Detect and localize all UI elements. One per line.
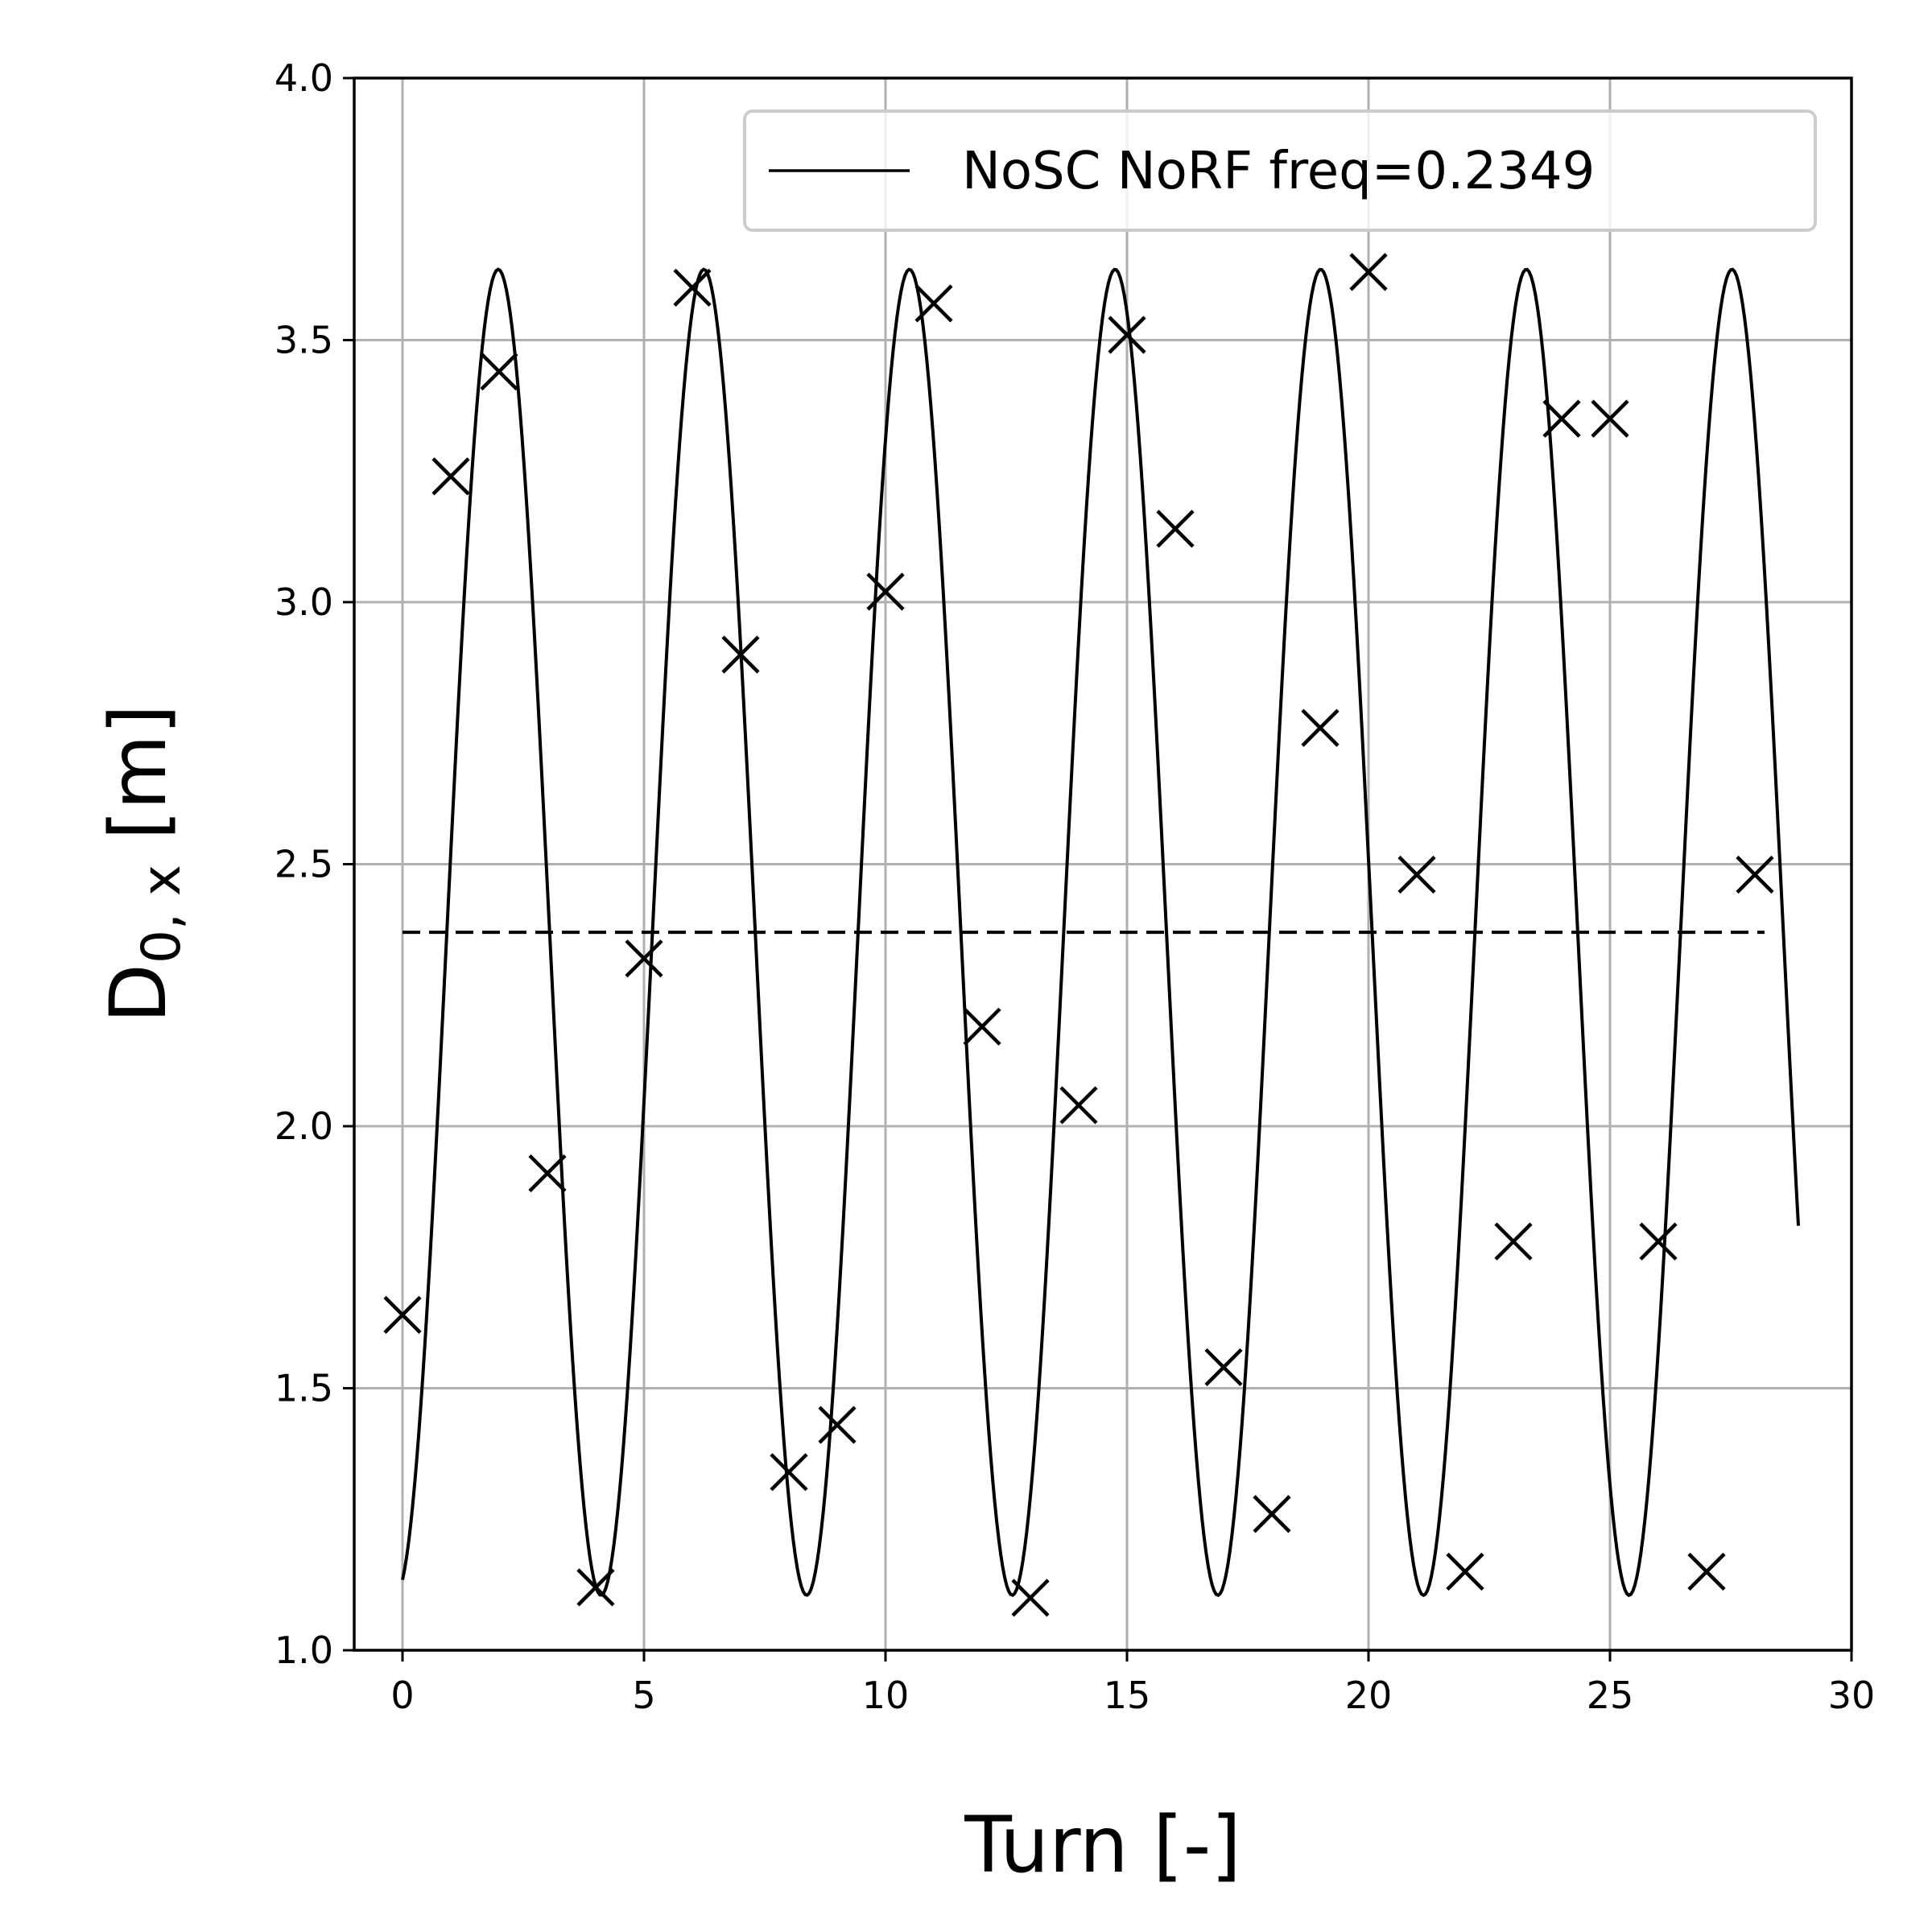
y-tick-label: 2.5 — [275, 843, 333, 886]
legend: NoSC NoRF freq=0.2349 — [743, 109, 1817, 232]
y-tick-label: 1.5 — [275, 1367, 333, 1410]
axis-ticks: 0 5 10 15 20 25 30 1.0 1.5 2.0 2.5 3.0 3.5 4.0 — [275, 56, 1875, 1717]
data-point-marker — [431, 457, 470, 496]
marker-stroke — [1108, 316, 1146, 354]
legend-entry-label: NoSC NoRF freq=0.2349 — [962, 142, 1595, 201]
y-axis-label-subscript: 0, x — [130, 865, 192, 964]
x-tick-label: 10 — [862, 1674, 910, 1717]
x-tick-label: 0 — [390, 1674, 414, 1717]
y-tick-label: 3.5 — [275, 319, 333, 362]
y-axis-label-main: D — [93, 964, 184, 1023]
marker-stroke — [1349, 253, 1388, 291]
marker-stroke — [963, 1007, 1001, 1046]
marker-stroke — [1059, 1086, 1098, 1125]
y-tick-label: 2.0 — [275, 1104, 333, 1148]
data-point-marker — [1542, 399, 1581, 438]
series-layer — [383, 253, 1800, 1617]
marker-stroke — [673, 268, 712, 307]
data-point-marker — [866, 572, 905, 611]
marker-stroke — [818, 1406, 857, 1444]
data-point-marker — [1446, 1552, 1484, 1591]
marker-stroke — [1301, 708, 1340, 747]
marker-stroke — [480, 352, 518, 391]
x-tick-label: 15 — [1104, 1674, 1151, 1717]
data-point-marker — [1301, 708, 1340, 747]
marker-stroke — [1446, 1552, 1484, 1591]
data-point-marker — [1397, 855, 1436, 894]
marker-stroke — [1397, 855, 1436, 894]
marker-stroke — [576, 1568, 615, 1607]
data-point-marker — [576, 1568, 615, 1607]
marker-stroke — [1494, 1222, 1533, 1261]
x-tick-label: 20 — [1345, 1674, 1393, 1717]
y-tick-label: 4.0 — [275, 56, 333, 100]
marker-stroke — [721, 635, 760, 674]
data-point-marker — [1639, 1222, 1678, 1261]
data-point-marker — [383, 1295, 422, 1334]
data-point-marker — [1156, 510, 1195, 548]
marker-stroke — [1639, 1222, 1678, 1261]
y-tick-label: 1.0 — [275, 1629, 333, 1672]
data-point-marker — [1736, 855, 1774, 894]
data-point-marker — [528, 1154, 567, 1193]
data-point-marker — [1494, 1222, 1533, 1261]
data-point-marker — [1253, 1495, 1291, 1534]
data-point-marker — [770, 1453, 808, 1492]
data-point-marker — [963, 1007, 1001, 1046]
data-point-marker — [721, 635, 760, 674]
data-point-marker — [1687, 1552, 1726, 1591]
data-point-marker — [1591, 399, 1629, 438]
data-point-marker — [1204, 1348, 1243, 1387]
x-tick-label: 25 — [1587, 1674, 1634, 1717]
marker-stroke — [1156, 510, 1195, 548]
data-point-marker — [625, 939, 663, 978]
marker-stroke — [1591, 399, 1629, 438]
data-point-marker — [1059, 1086, 1098, 1125]
data-point-marker — [818, 1406, 857, 1444]
y-tick-label: 3.0 — [275, 580, 333, 624]
fit-curve — [401, 267, 1800, 1597]
data-point-marker — [480, 352, 518, 391]
marker-stroke — [1542, 399, 1581, 438]
data-point-marker — [1349, 253, 1388, 291]
x-tick-label: 5 — [632, 1674, 655, 1717]
marker-stroke — [1687, 1552, 1726, 1591]
marker-stroke — [431, 457, 470, 496]
data-point-marker — [673, 268, 712, 307]
marker-stroke — [1011, 1579, 1050, 1617]
data-point-marker — [1011, 1579, 1050, 1617]
y-axis-label: D0, x [m] — [93, 704, 192, 1023]
plot-area — [383, 253, 1800, 1617]
y-axis-label-unit: [m] — [93, 704, 184, 865]
data-point-marker — [1108, 316, 1146, 354]
marker-stroke — [866, 572, 905, 611]
data-point-marker — [914, 284, 953, 323]
marker-stroke — [383, 1295, 422, 1334]
legend-box — [743, 109, 1817, 232]
marker-stroke — [1204, 1348, 1243, 1387]
marker-stroke — [1253, 1495, 1291, 1534]
marker-stroke — [914, 284, 953, 323]
marker-stroke — [1736, 855, 1774, 894]
x-axis-label: Turn [-] — [964, 1800, 1241, 1890]
marker-stroke — [625, 939, 663, 978]
x-tick-label: 30 — [1828, 1674, 1876, 1717]
marker-stroke — [770, 1453, 808, 1492]
marker-stroke — [528, 1154, 567, 1193]
